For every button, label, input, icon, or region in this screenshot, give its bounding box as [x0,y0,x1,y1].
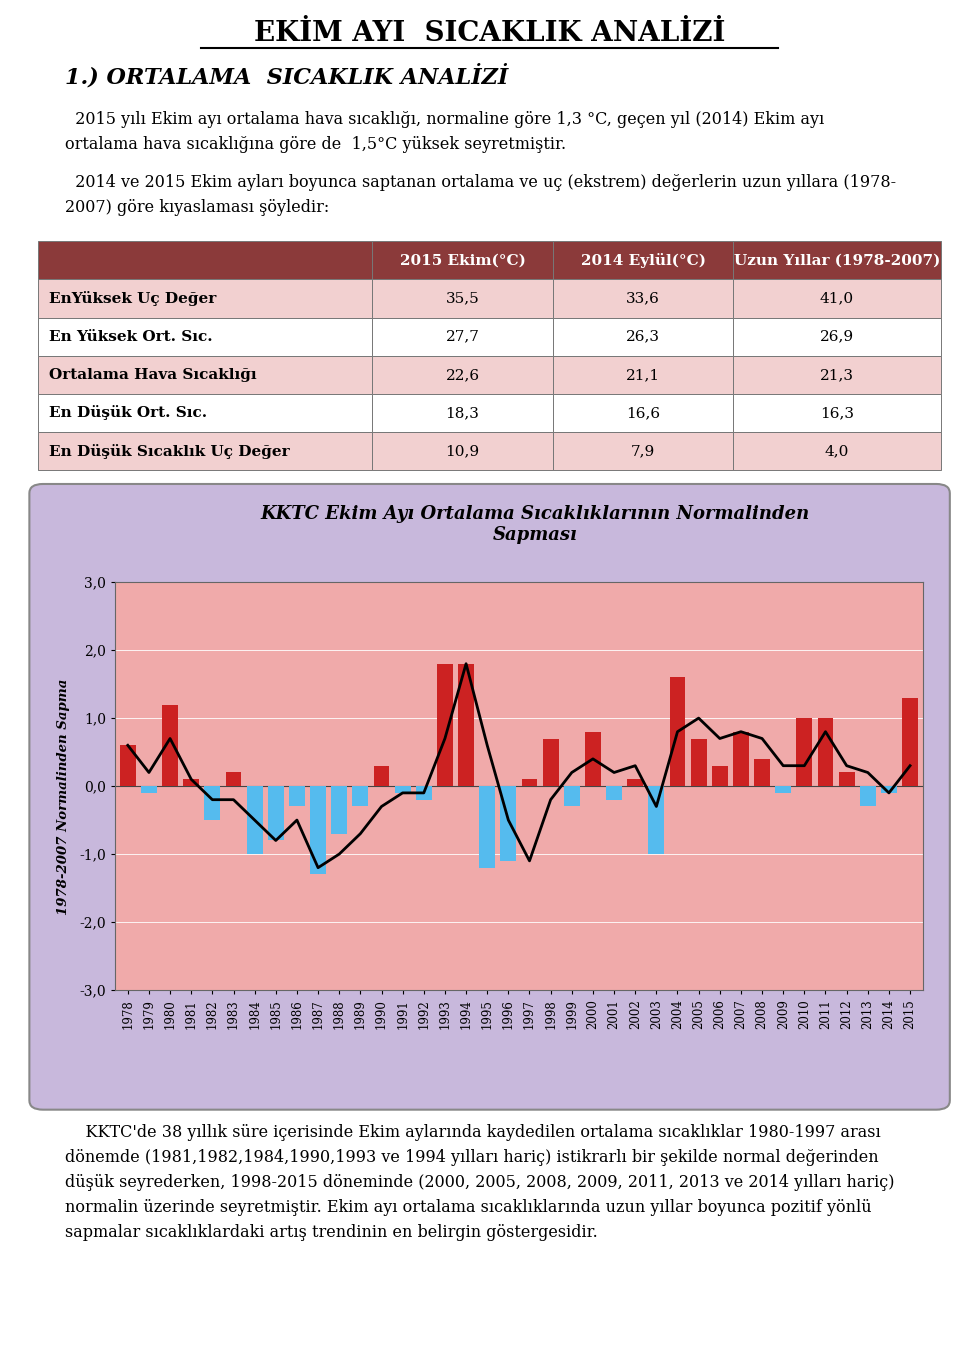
Bar [627,779,643,785]
FancyBboxPatch shape [372,393,553,432]
Text: 26,9: 26,9 [820,329,854,344]
Bar [352,785,369,806]
Text: KKTC'de 38 yıllık süre içerisinde Ekim aylarında kaydedilen ortalama sıcaklıklar: KKTC'de 38 yıllık süre içerisinde Ekim a… [65,1124,895,1240]
FancyBboxPatch shape [38,355,372,393]
Bar [183,779,199,785]
FancyBboxPatch shape [733,242,941,280]
Bar [521,779,538,785]
Text: 4,0: 4,0 [825,444,850,458]
Text: 16,6: 16,6 [626,406,660,419]
Text: 21,1: 21,1 [626,367,660,382]
Text: 27,7: 27,7 [445,329,479,344]
FancyBboxPatch shape [372,280,553,318]
Bar [712,766,728,785]
Text: 26,3: 26,3 [626,329,660,344]
Bar [416,785,432,799]
Text: En Düşük Ort. Sıc.: En Düşük Ort. Sıc. [49,406,207,421]
FancyBboxPatch shape [733,318,941,355]
Text: 22,6: 22,6 [445,367,480,382]
Text: Ortalama Hava Sıcaklığı: Ortalama Hava Sıcaklığı [49,367,257,382]
Text: 2015 yılı Ekim ayı ortalama hava sıcaklığı, normaline göre 1,3 °C, geçen yıl (20: 2015 yılı Ekim ayı ortalama hava sıcaklı… [65,111,825,153]
Bar [669,678,685,785]
FancyBboxPatch shape [372,355,553,393]
Bar [542,739,559,785]
Bar [585,732,601,785]
Text: 2015 Ekim(°C): 2015 Ekim(°C) [399,253,525,268]
FancyBboxPatch shape [38,280,372,318]
Bar [247,785,263,854]
Bar [648,785,664,854]
FancyBboxPatch shape [372,432,553,470]
Text: 1978-2007 Normalinden Sapma: 1978-2007 Normalinden Sapma [58,679,70,915]
Bar [860,785,876,806]
Bar [268,785,284,840]
Text: 16,3: 16,3 [820,406,854,419]
Bar [373,766,390,785]
Bar [564,785,580,806]
Bar [500,785,516,861]
Text: EnYüksek Uç Değer: EnYüksek Uç Değer [49,291,216,306]
FancyBboxPatch shape [553,318,733,355]
Bar [839,773,854,785]
Bar [226,773,241,785]
FancyBboxPatch shape [38,318,372,355]
Text: En Yüksek Ort. Sıc.: En Yüksek Ort. Sıc. [49,329,213,344]
Bar [818,719,833,785]
FancyBboxPatch shape [38,393,372,432]
Bar [458,664,474,785]
Bar [479,785,495,867]
Text: 21,3: 21,3 [820,367,854,382]
FancyBboxPatch shape [553,393,733,432]
Bar [902,698,918,785]
Bar [606,785,622,799]
FancyBboxPatch shape [38,242,372,280]
Text: 2014 ve 2015 Ekim ayları boyunca saptanan ortalama ve uç (ekstrem) değerlerin uz: 2014 ve 2015 Ekim ayları boyunca saptana… [65,175,897,216]
Bar [733,732,749,785]
Bar [797,719,812,785]
Bar [690,739,707,785]
Bar [120,746,135,785]
Text: 35,5: 35,5 [445,291,479,306]
Bar [331,785,348,833]
Bar [204,785,220,820]
FancyBboxPatch shape [38,432,372,470]
FancyBboxPatch shape [553,355,733,393]
Bar [141,785,156,792]
Bar [755,759,770,785]
Bar [881,785,897,792]
FancyBboxPatch shape [733,355,941,393]
FancyBboxPatch shape [733,280,941,318]
FancyBboxPatch shape [372,242,553,280]
Text: 10,9: 10,9 [445,444,480,458]
Text: En Düşük Sıcaklık Uç Değer: En Düşük Sıcaklık Uç Değer [49,444,290,459]
Text: 18,3: 18,3 [445,406,479,419]
Text: 7,9: 7,9 [631,444,655,458]
FancyBboxPatch shape [733,393,941,432]
FancyBboxPatch shape [30,484,949,1109]
Bar [776,785,791,792]
Text: 1.) ORTALAMA  SICAKLIK ANALİZİ: 1.) ORTALAMA SICAKLIK ANALİZİ [65,64,509,89]
FancyBboxPatch shape [372,318,553,355]
Text: 33,6: 33,6 [626,291,660,306]
Bar [289,785,305,806]
FancyBboxPatch shape [733,432,941,470]
Text: KKTC Ekim Ayı Ortalama Sıcaklıklarının Normalinden
Sapması: KKTC Ekim Ayı Ortalama Sıcaklıklarının N… [260,505,809,544]
Bar [162,705,178,785]
Text: 41,0: 41,0 [820,291,854,306]
Text: Uzun Yıllar (1978-2007): Uzun Yıllar (1978-2007) [733,253,940,268]
Text: 2014 Eylül(°C): 2014 Eylül(°C) [581,253,706,268]
Bar [437,664,453,785]
Text: EKİM AYI  SICAKLIK ANALİZİ: EKİM AYI SICAKLIK ANALİZİ [253,20,726,46]
FancyBboxPatch shape [553,280,733,318]
Bar [395,785,411,792]
Bar [310,785,326,874]
FancyBboxPatch shape [553,432,733,470]
FancyBboxPatch shape [553,242,733,280]
